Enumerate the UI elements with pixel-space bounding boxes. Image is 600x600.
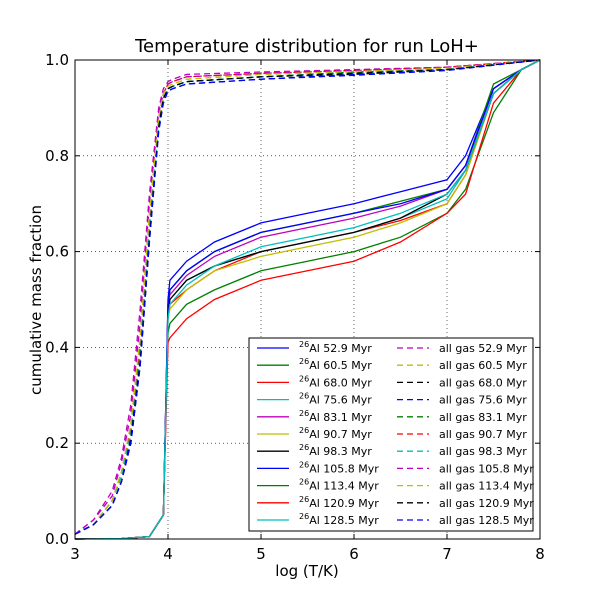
legend-gas-label: all gas 98.3 Myr xyxy=(439,445,527,458)
axis-ticks: 3 4 5 6 7 8 0.0 0.2 0.4 0.6 0.8 1.0 xyxy=(45,51,545,563)
x-tick-label: 7 xyxy=(442,545,452,563)
x-tick-label: 6 xyxy=(349,545,359,563)
y-tick-label: 0.0 xyxy=(45,530,69,548)
y-tick-label: 1.0 xyxy=(45,51,69,69)
y-axis-label: cumulative mass fraction xyxy=(27,205,45,395)
legend-gas-label: all gas 120.9 Myr xyxy=(439,497,534,510)
al-series-line xyxy=(74,59,541,540)
legend-al-label: 26Al 60.5 Myr xyxy=(299,357,372,372)
legend-al-label: 26Al 83.1 Myr xyxy=(299,409,372,424)
legend-gas-label: all gas 60.5 Myr xyxy=(439,359,527,372)
legend-gas-label: all gas 128.5 Myr xyxy=(439,514,534,527)
x-tick-label: 4 xyxy=(163,545,173,563)
legend-al-label: 26Al 113.4 Myr xyxy=(299,478,379,493)
y-tick-label: 0.4 xyxy=(45,338,69,356)
legend-gas-label: all gas 83.1 Myr xyxy=(439,411,527,424)
plot-frame xyxy=(74,59,541,540)
gas-series-line xyxy=(74,59,541,535)
legend-gas-label: all gas 105.8 Myr xyxy=(439,462,534,475)
legend-al-label: 26Al 52.9 Myr xyxy=(299,340,372,355)
legend-box xyxy=(248,337,534,532)
series-layer xyxy=(74,59,541,540)
chart-title: Temperature distribution for run LoH+ xyxy=(134,36,479,57)
legend-al-label: 26Al 98.3 Myr xyxy=(299,443,372,458)
legend-gas-label: all gas 75.6 Myr xyxy=(439,394,527,407)
legend-al-label: 26Al 120.9 Myr xyxy=(299,495,379,510)
x-axis-label: log (T/K) xyxy=(275,562,338,580)
legend: 26Al 52.9 Myr 26Al 60.5 Myr 26Al 68.0 Myr 2… xyxy=(248,337,534,532)
y-tick-label: 0.6 xyxy=(45,243,69,261)
legend-al-label: 26Al 68.0 Myr xyxy=(299,374,372,389)
x-tick-label: 8 xyxy=(535,545,545,563)
gas-series-line xyxy=(74,59,541,535)
gas-series-line xyxy=(74,59,541,535)
x-tick-label: 3 xyxy=(70,545,80,563)
legend-gas-label: all gas 113.4 Myr xyxy=(439,480,534,493)
legend-gas-label: all gas 52.9 Myr xyxy=(439,342,527,355)
legend-gas-label: all gas 90.7 Myr xyxy=(439,428,527,441)
legend-al-label: 26Al 128.5 Myr xyxy=(299,512,379,527)
y-tick-label: 0.2 xyxy=(45,434,69,452)
legend-gas-label: all gas 68.0 Myr xyxy=(439,376,527,389)
legend-al-label: 26Al 75.6 Myr xyxy=(299,392,372,407)
y-tick-label: 0.8 xyxy=(45,147,69,165)
x-tick-label: 5 xyxy=(256,545,266,563)
legend-al-label: 26Al 105.8 Myr xyxy=(299,460,379,475)
legend-al-label: 26Al 90.7 Myr xyxy=(299,426,372,441)
